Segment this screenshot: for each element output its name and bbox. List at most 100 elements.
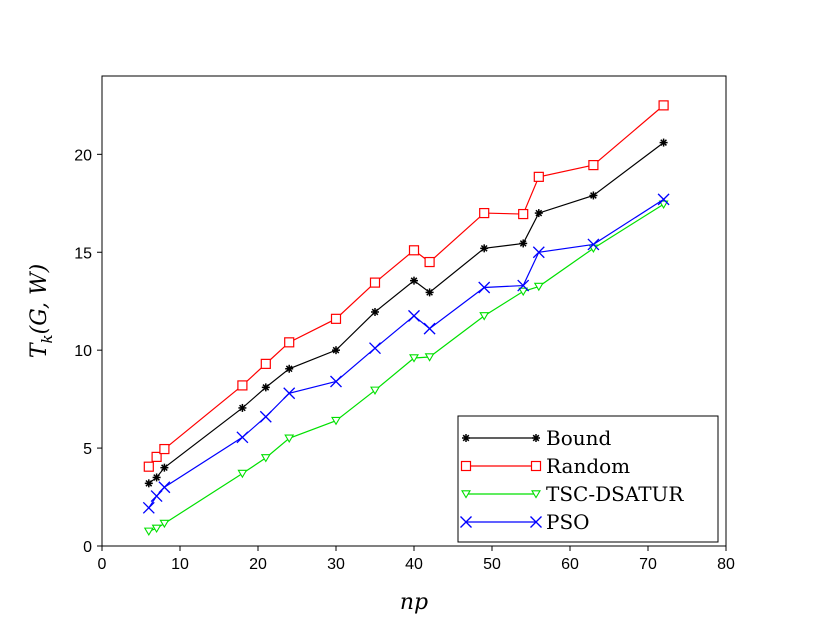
data-point	[144, 479, 153, 488]
data-point	[159, 443, 170, 455]
data-point	[657, 193, 670, 206]
data-point	[237, 380, 248, 391]
data-point	[530, 460, 542, 472]
data-point	[143, 461, 154, 472]
data-point	[589, 191, 598, 200]
y-tick-label: 10	[74, 343, 92, 360]
data-point	[238, 403, 247, 412]
y-axis-label: Tk(G, W)	[27, 264, 56, 358]
data-point	[425, 288, 434, 297]
data-point	[330, 313, 342, 324]
data-point	[151, 451, 162, 462]
x-tick-label: 40	[405, 556, 423, 573]
data-point	[659, 138, 668, 147]
data-point	[532, 246, 545, 259]
x-tick-label: 80	[717, 556, 735, 573]
data-point	[284, 434, 295, 443]
data-point	[531, 490, 541, 499]
data-point	[331, 416, 341, 426]
data-point	[519, 239, 528, 248]
data-point	[532, 434, 540, 442]
data-point	[534, 209, 543, 218]
x-axis-label: np	[400, 590, 428, 615]
series-tsc-dsatur	[143, 200, 669, 536]
x-tick-label: 30	[327, 556, 345, 573]
series-bound	[144, 138, 668, 488]
series-pso	[142, 193, 670, 514]
data-point	[332, 346, 340, 355]
data-point	[478, 281, 491, 294]
data-point	[424, 256, 435, 268]
data-point	[259, 410, 272, 423]
legend-item: PSO	[460, 510, 590, 534]
data-point	[151, 524, 162, 534]
data-point	[480, 244, 489, 253]
legend-label: TSC-DSATUR	[546, 482, 684, 506]
legend-label: PSO	[546, 510, 590, 534]
data-point	[462, 434, 470, 442]
data-point	[159, 519, 170, 529]
data-point	[461, 490, 471, 499]
x-tick-label: 70	[639, 556, 657, 573]
x-tick-label: 10	[171, 556, 189, 573]
data-point	[424, 353, 435, 362]
data-point	[143, 527, 154, 536]
x-axis: 0 10 20 30 40 50 60 70 80	[98, 546, 735, 573]
legend-item: Bound	[462, 426, 612, 450]
y-tick-label: 5	[83, 441, 92, 458]
data-point	[533, 171, 544, 182]
legend-item: Random	[460, 454, 630, 478]
data-point	[284, 337, 295, 348]
data-point	[518, 287, 529, 297]
data-point	[150, 490, 163, 503]
data-point	[236, 431, 249, 444]
x-tick-label: 60	[561, 556, 579, 573]
series-line	[148, 104, 664, 468]
data-point	[369, 277, 381, 288]
data-point	[370, 386, 380, 395]
x-tick-label: 0	[98, 556, 107, 573]
data-point	[410, 276, 418, 285]
data-point	[142, 501, 155, 514]
data-point	[658, 200, 669, 209]
data-point	[408, 309, 420, 322]
y-tick-label: 0	[83, 539, 92, 556]
data-point	[369, 342, 381, 355]
data-point	[460, 460, 472, 472]
series-random	[143, 100, 669, 472]
data-point	[460, 516, 472, 528]
legend-box	[457, 415, 719, 543]
data-point	[479, 207, 490, 219]
data-point	[408, 245, 420, 256]
data-point	[283, 387, 296, 400]
data-point	[160, 463, 169, 472]
data-point	[479, 312, 490, 321]
data-point	[371, 307, 379, 316]
series-layer	[142, 100, 670, 536]
data-point	[261, 383, 270, 392]
data-point	[330, 375, 342, 388]
data-point	[518, 208, 529, 220]
y-tick-label: 15	[74, 245, 92, 262]
y-tick-label: 20	[74, 147, 92, 164]
data-point	[588, 160, 599, 171]
data-point	[530, 516, 542, 528]
legend-label: Bound	[546, 426, 612, 450]
legend-label: Random	[546, 454, 630, 478]
data-point	[517, 279, 530, 292]
legend: Bound Random TSC-DSATUR PSO	[457, 415, 719, 543]
x-tick-label: 50	[483, 556, 501, 573]
data-point	[152, 473, 161, 482]
data-point	[658, 100, 669, 111]
data-point	[587, 238, 600, 251]
data-point	[285, 364, 294, 373]
data-point	[533, 282, 544, 292]
data-point	[423, 322, 436, 335]
y-axis: 0 5 10 15 20	[74, 147, 102, 556]
data-point	[409, 354, 419, 363]
legend-item: TSC-DSATUR	[461, 482, 684, 506]
data-point	[237, 469, 248, 479]
data-point	[158, 481, 171, 494]
